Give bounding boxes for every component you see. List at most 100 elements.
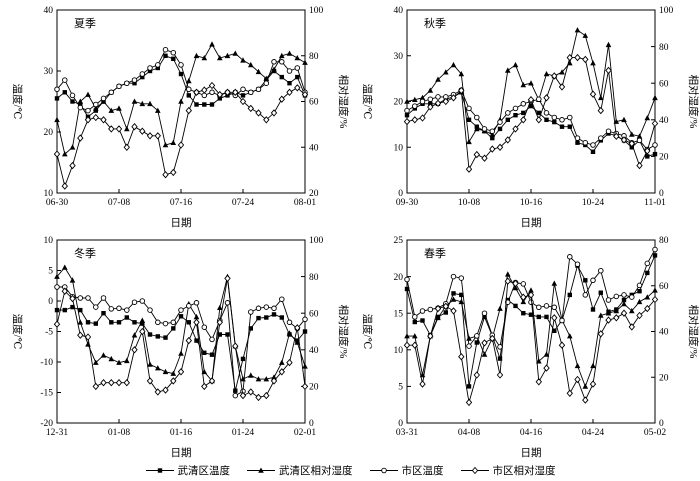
wuqing-humidity-marker [139, 317, 146, 323]
wuqing-humidity-marker [404, 333, 410, 339]
wuqing-humidity-marker [404, 98, 410, 104]
urban-humidity-marker [170, 377, 177, 385]
wuqing-temperature-marker [109, 320, 114, 325]
urban-humidity-marker [201, 86, 208, 94]
urban-humidity-marker [419, 114, 426, 122]
wuqing-temperature-marker [217, 96, 222, 101]
urban-temperature-marker [139, 71, 146, 77]
y-right-tick-label: 80 [659, 236, 669, 246]
wuqing-humidity-marker [412, 96, 418, 102]
wuqing-humidity-marker [598, 94, 604, 101]
urban-humidity-marker [177, 368, 185, 376]
urban-humidity-marker [504, 277, 511, 285]
urban-humidity-marker [294, 84, 301, 92]
urban-temperature-marker [559, 117, 565, 123]
wuqing-humidity-marker [271, 374, 277, 380]
urban-humidity-marker [620, 136, 628, 144]
urban-humidity-marker [597, 106, 604, 115]
urban-humidity-marker [255, 393, 262, 402]
urban-humidity-marker [512, 125, 519, 133]
urban-humidity-marker [551, 314, 558, 322]
wuqing-temperature-marker [217, 332, 222, 337]
wuqing-humidity-marker [528, 287, 534, 293]
square-filled-legend-marker [157, 468, 162, 473]
urban-humidity-marker [543, 364, 550, 372]
urban-temperature-marker [481, 126, 488, 132]
urban-humidity-marker [589, 90, 597, 98]
wuqing-temperature-marker [271, 312, 277, 317]
y-right-tick-label: 80 [309, 273, 319, 283]
wuqing-humidity-marker [116, 105, 122, 111]
wuqing-humidity-marker [155, 365, 161, 371]
urban-temperature-marker [248, 309, 254, 315]
legend-label: 市区温度 [401, 466, 444, 477]
urban-humidity-marker [628, 323, 635, 331]
wuqing-temperature-marker [637, 289, 642, 294]
square-filled-legend-icon [145, 468, 174, 473]
wuqing-temperature-marker [132, 320, 137, 325]
urban-temperature-marker [520, 281, 527, 287]
wuqing-temperature-marker [264, 315, 269, 320]
wuqing-temperature-marker [62, 90, 67, 95]
urban-temperature-marker [505, 299, 511, 305]
urban-temperature-marker [186, 86, 192, 93]
wuqing-temperature-marker [132, 81, 137, 86]
wuqing-temperature-marker [186, 93, 191, 98]
wuqing-temperature-marker [629, 145, 634, 150]
urban-temperature-marker [170, 319, 177, 326]
urban-temperature-marker [574, 135, 581, 141]
wuqing-humidity-marker [435, 314, 441, 321]
wuqing-humidity-marker [590, 362, 596, 369]
legend-item-urban-humidity: 市区相对湿度 [460, 463, 556, 478]
y-left-tick-label: -20 [40, 419, 53, 429]
urban-temperature-marker [201, 92, 208, 99]
urban-humidity-marker [232, 88, 239, 96]
urban-temperature-marker [497, 119, 503, 125]
urban-humidity-marker [286, 358, 293, 367]
wuqing-humidity-marker [286, 50, 293, 56]
y-right-tick-label: 100 [309, 6, 324, 16]
urban-temperature-marker [108, 306, 115, 312]
legend-item-urban-temperature: 市区温度 [369, 463, 444, 478]
wuqing-temperature-marker [583, 278, 588, 283]
urban-humidity-marker [123, 143, 130, 151]
wuqing-temperature-marker [559, 124, 565, 129]
wuqing-humidity-marker [613, 307, 620, 314]
wuqing-humidity-marker [466, 335, 472, 341]
urban-temperature-marker [574, 261, 581, 267]
wuqing-temperature-marker [536, 314, 541, 320]
y-left-tick-label: 25 [394, 236, 404, 246]
urban-humidity-marker [208, 81, 216, 90]
urban-humidity-marker [450, 307, 457, 315]
urban-humidity-marker [115, 379, 123, 387]
wuqing-humidity-marker [93, 359, 99, 365]
diamond-open-legend-marker [471, 466, 478, 475]
wuqing-humidity-marker [636, 133, 643, 139]
wuqing-humidity-marker [62, 264, 68, 270]
urban-temperature-marker [419, 308, 426, 314]
wuqing-humidity-marker [450, 296, 457, 302]
wuqing-humidity-marker [629, 307, 635, 314]
wuqing-temperature-marker [70, 99, 75, 104]
x-axis-label: 日期 [521, 447, 542, 459]
y-left-tick-label: 15 [394, 309, 404, 319]
wuqing-humidity-marker [279, 52, 285, 59]
urban-humidity-marker [255, 109, 262, 117]
urban-humidity-marker [419, 380, 426, 388]
x-tick-label: 03-31 [396, 428, 418, 438]
urban-humidity-marker [535, 378, 542, 386]
x-tick-label: 02-01 [294, 428, 316, 438]
y-left-axis-label: 温度/℃ [361, 84, 374, 120]
urban-humidity-marker [162, 386, 169, 394]
wuqing-humidity-marker [62, 151, 68, 157]
x-tick-label: 09-30 [396, 198, 418, 208]
urban-temperature-marker [412, 103, 418, 109]
urban-temperature-marker [85, 295, 91, 301]
y-left-tick-label: 20 [44, 128, 54, 138]
urban-humidity-marker [551, 72, 558, 80]
urban-humidity-marker [442, 302, 449, 310]
x-tick-label: 04-16 [520, 428, 542, 438]
urban-humidity-marker [131, 346, 138, 354]
x-tick-label: 06-30 [46, 198, 68, 208]
